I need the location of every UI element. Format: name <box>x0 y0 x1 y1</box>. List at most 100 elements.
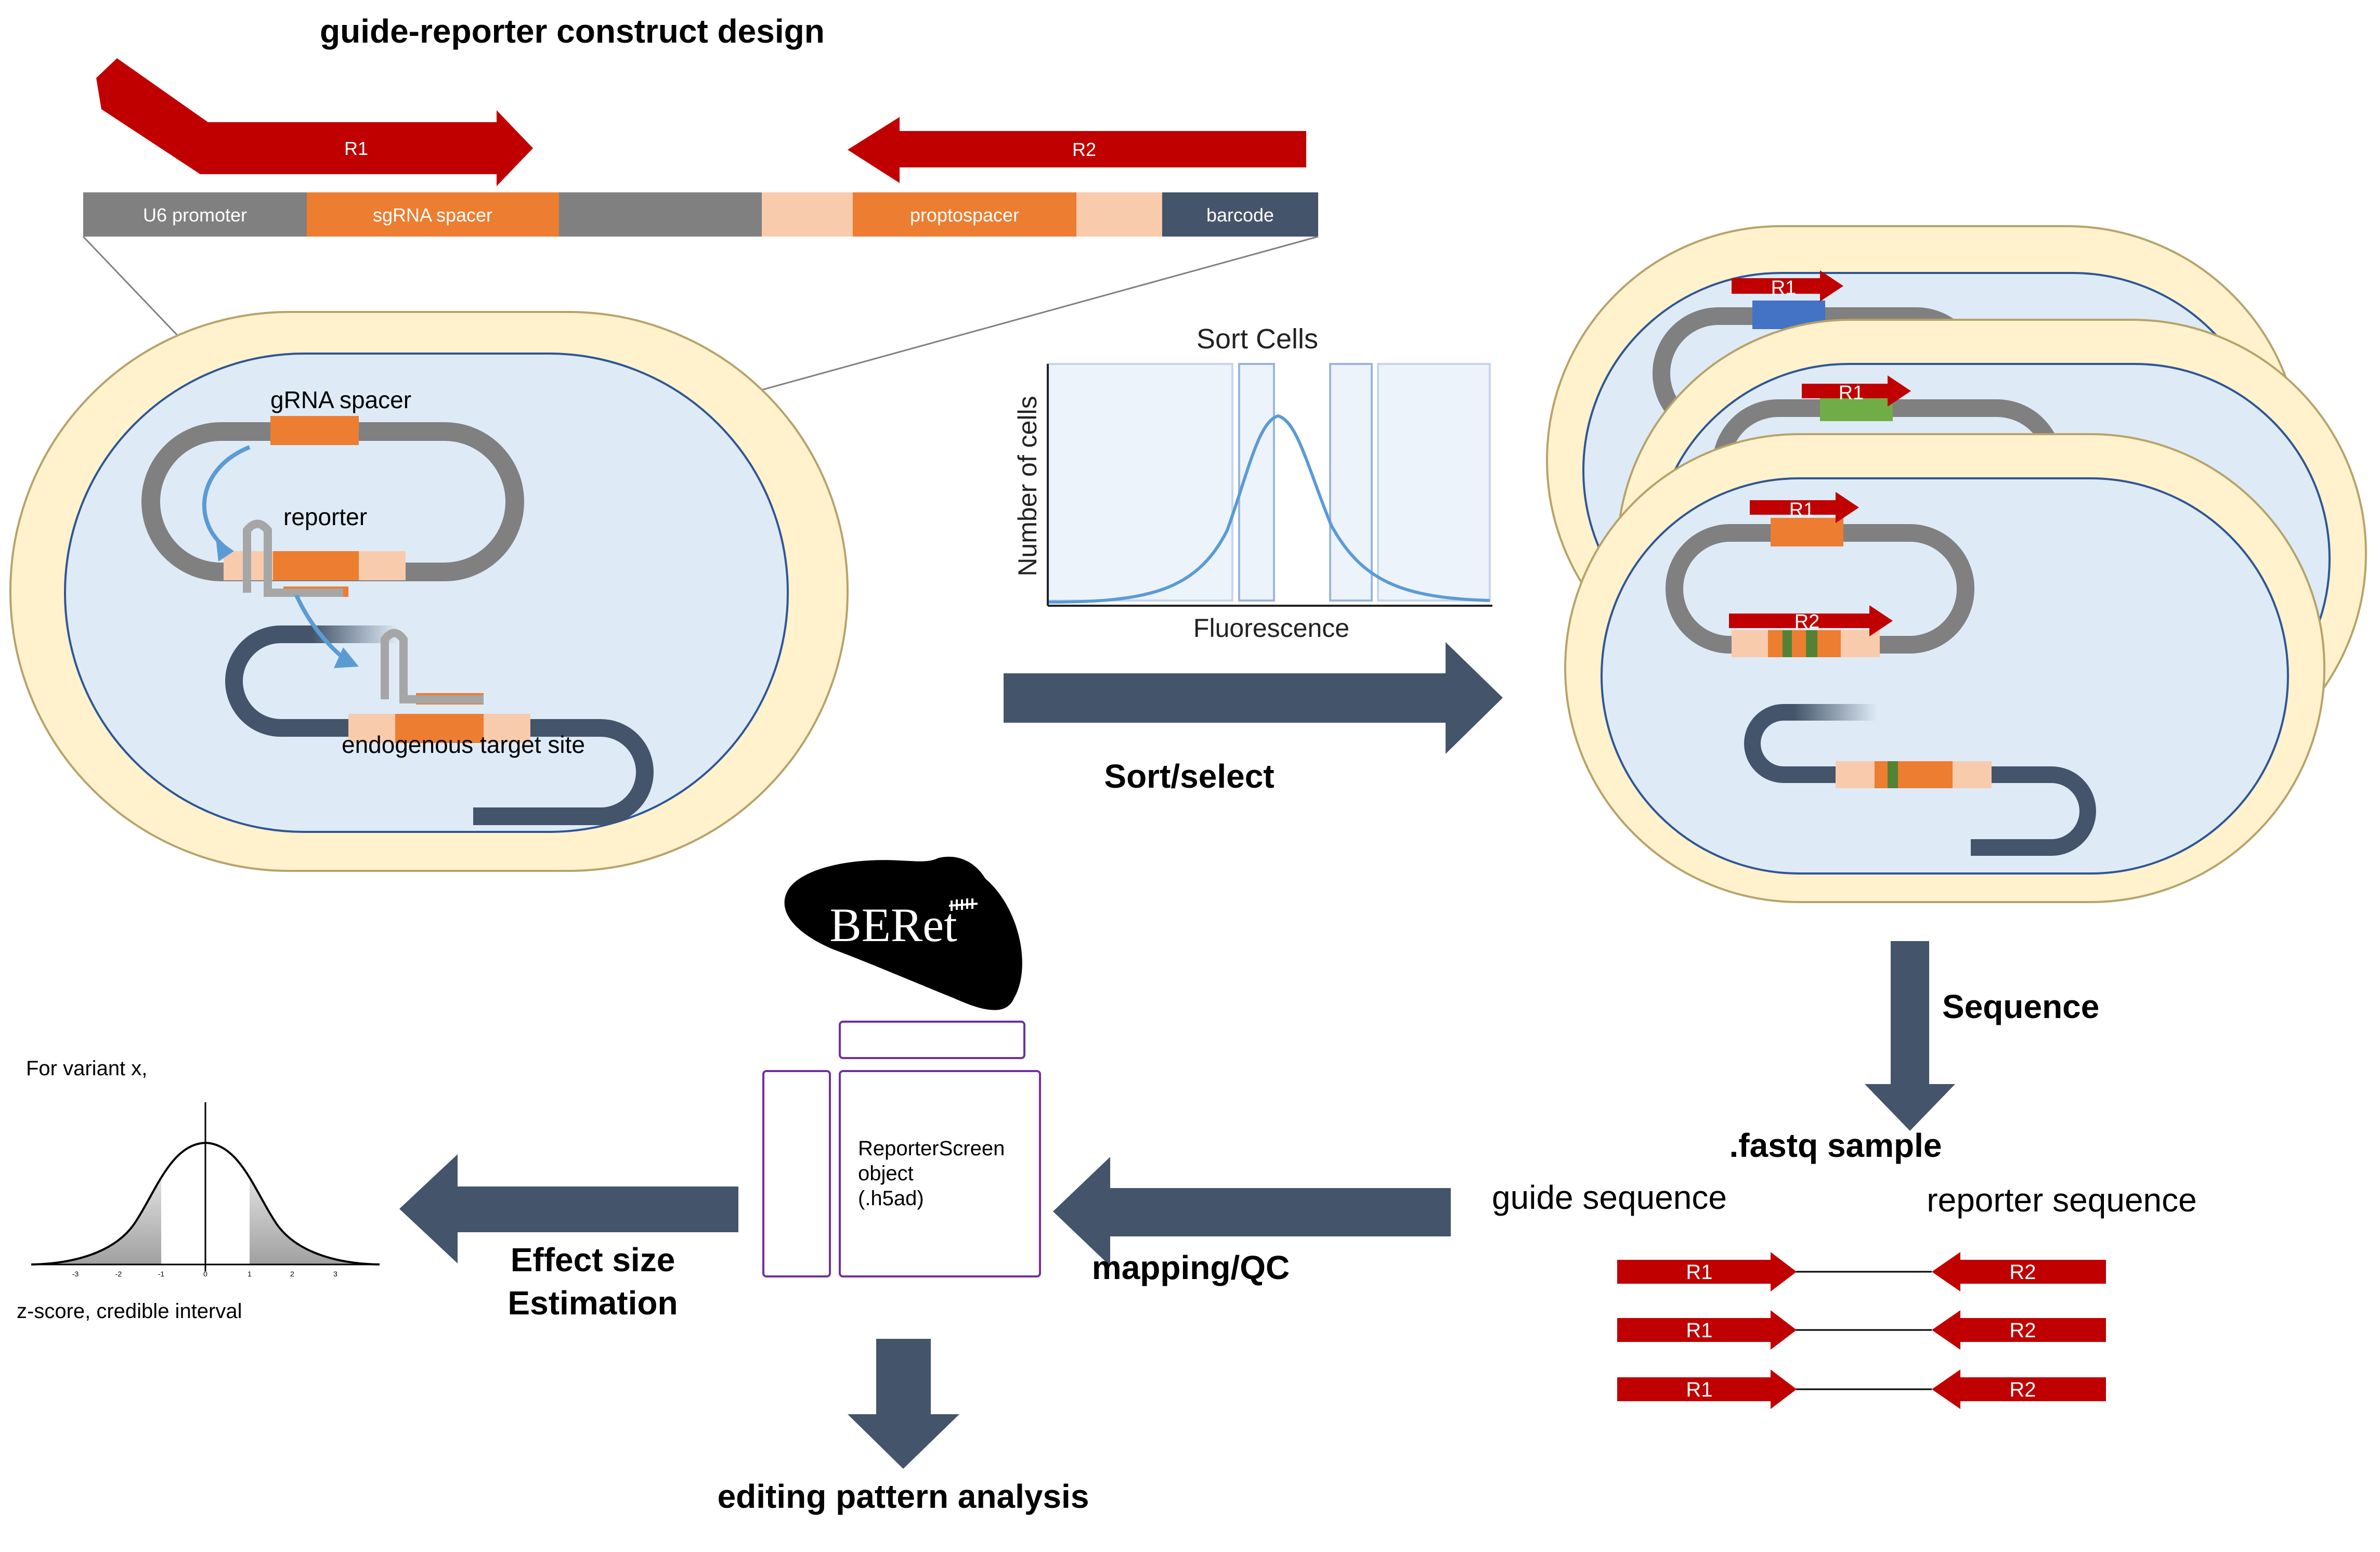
gate-4 <box>1377 363 1491 602</box>
sorted-cell-3-genome <box>1744 704 2096 856</box>
effect-size-label-line1: Effect size <box>511 1241 675 1279</box>
tick-label: -3 <box>72 1270 79 1278</box>
sorted-cell-3-r1-arrow <box>1750 492 1859 523</box>
beret-logo-shape <box>784 856 1022 1010</box>
read-pair-r2-arrow <box>1932 1370 2106 1409</box>
read2-arrow <box>848 117 1306 183</box>
read-pair-r1-label: R1 <box>1686 1378 1712 1401</box>
tick-label: 2 <box>290 1270 294 1278</box>
sorted-cell-3-genome-fade-right <box>1971 839 2049 856</box>
guide-sequence-label: guide sequence <box>1492 1179 1727 1216</box>
segment-scaffold <box>559 192 762 237</box>
guide-rna-hairpin-reporter <box>243 519 343 597</box>
guide-arrow-to-reporter-head <box>216 538 234 562</box>
sorted-cell-3-target-flank-right <box>1953 761 1992 788</box>
sorted-cell-1-r1-arrow <box>1732 270 1843 302</box>
effect-size-arrow <box>399 1154 738 1263</box>
sorted-cell-3-reporter-flank-left <box>1732 630 1768 657</box>
sorted-cell-3-reporter-flank-right <box>1841 630 1880 657</box>
effect-size-label-line2: Estimation <box>508 1284 678 1322</box>
credible-interval-plot: For variant x, -3 -2 -1 0 1 2 3 z-score,… <box>17 1057 380 1323</box>
variant-label: For variant x, <box>26 1057 147 1080</box>
sorted-cell-3-edit-2 <box>1806 630 1817 657</box>
cell-main: gRNA spacer reporter endogenous target s… <box>9 311 849 872</box>
read-pair-r1-arrow <box>1617 1252 1797 1292</box>
sorted-cell-3-reporter-block <box>1768 630 1841 657</box>
sorted-cell-3-r1-label: R1 <box>1789 499 1815 521</box>
tick-label: -1 <box>158 1270 165 1278</box>
guide-rna-hairpin-target <box>381 629 484 703</box>
segment-sgrna-spacer <box>307 192 559 237</box>
sorted-cell-1-r1-label: R1 <box>1771 277 1797 299</box>
genome-strand <box>225 625 654 825</box>
guide-arrow-to-target-head <box>334 647 359 668</box>
sorted-cell-3-spacer <box>1771 518 1843 546</box>
segment-barcode <box>1162 192 1318 237</box>
label-endogenous-target: endogenous target site <box>342 731 585 758</box>
read-pair-r1-label: R1 <box>1686 1319 1712 1342</box>
left-tail-shading <box>31 1178 161 1264</box>
object-line-1: ReporterScreen <box>858 1137 1005 1160</box>
object-line-3: (.h5ad) <box>858 1187 924 1210</box>
segment-u6-promoter <box>83 192 307 237</box>
label-reporter: reporter <box>283 503 367 530</box>
construct-design: R1 R2 U6 promoter sgRNA spacer proptospa… <box>82 58 1319 539</box>
beret-logo-text: BERet <box>829 898 957 951</box>
sorted-cell-3-r2-label: R2 <box>1794 611 1820 633</box>
tick-label: 3 <box>333 1270 337 1278</box>
sorted-cell-2-r1-arrow <box>1802 375 1911 407</box>
spacer-block <box>270 416 359 445</box>
read-pair-r1-label: R1 <box>1686 1261 1712 1284</box>
beret-logo-ladder <box>948 898 978 911</box>
segment-sgrna-spacer-label: sgRNA spacer <box>373 204 492 226</box>
credible-interval-caption: z-score, credible interval <box>17 1300 242 1323</box>
mapping-qc-label: mapping/QC <box>1092 1249 1290 1286</box>
sort-plot-xlabel: Fluorescence <box>1193 614 1349 643</box>
target-flank-left <box>348 714 395 743</box>
reporter-flank-right <box>359 551 406 580</box>
read2-arrow-label: R2 <box>1072 139 1096 160</box>
editing-pattern-arrow <box>848 1339 959 1469</box>
sequence-arrow <box>1865 941 1955 1131</box>
sort-select-arrow <box>1004 642 1503 754</box>
tick-label: 0 <box>203 1270 207 1278</box>
sorted-cell-3: R1 R2 <box>1564 433 2325 903</box>
sort-plot-title: Sort Cells <box>1196 323 1318 355</box>
reporter-screen-object: ReporterScreen object (.h5ad) <box>762 1021 1041 1277</box>
sort-select-label: Sort/select <box>1104 758 1274 795</box>
tick-label: 1 <box>248 1270 252 1278</box>
construct-title: guide-reporter construct design <box>320 12 825 50</box>
object-uns-box <box>839 1021 1025 1059</box>
object-x-box <box>839 1070 1041 1277</box>
segment-protospacer <box>853 192 1076 237</box>
beret-logo: BERet <box>784 856 1022 1010</box>
paired-reads: guide sequence reporter sequence R1 R2 R… <box>1492 1179 2197 1409</box>
fastq-sample-label: .fastq sample <box>1729 1127 1942 1164</box>
genome-fade-right <box>473 807 554 825</box>
sort-plot: Sort Cells Fluorescence Number of cells <box>1013 323 1492 643</box>
read-pair-r2-label: R2 <box>2009 1378 2036 1401</box>
target-protospacer-block <box>395 714 484 743</box>
sorted-cell-3-genome-fade-left <box>1794 704 1877 721</box>
guide-arrow-to-target <box>294 594 345 660</box>
target-flank-right <box>484 714 530 743</box>
sorted-cell-3-target-block <box>1875 761 1953 788</box>
read-pair-r2-label: R2 <box>2009 1319 2036 1342</box>
read-pair: R1 R2 <box>1617 1310 2106 1350</box>
sorted-cell-3-r2-arrow <box>1729 605 1893 636</box>
sequence-label: Sequence <box>1942 988 2099 1025</box>
sorted-cell-3-target-edit <box>1888 761 1898 788</box>
read-pair-r2-label: R2 <box>2009 1261 2036 1284</box>
object-obs-box <box>762 1070 831 1277</box>
read-pair-r1-arrow <box>1617 1310 1797 1350</box>
read1-arrow-label: R1 <box>344 138 368 159</box>
read-pair: R1 R2 <box>1617 1252 2106 1292</box>
segment-u6-promoter-label: U6 promoter <box>143 204 247 226</box>
sorted-cell-3-edit-1 <box>1783 630 1792 657</box>
tick-label: -2 <box>115 1270 122 1278</box>
segment-flank-left <box>762 192 853 237</box>
gate-3 <box>1329 363 1373 602</box>
read-pair-r2-arrow <box>1932 1310 2106 1350</box>
gauss-curve <box>31 1141 380 1266</box>
